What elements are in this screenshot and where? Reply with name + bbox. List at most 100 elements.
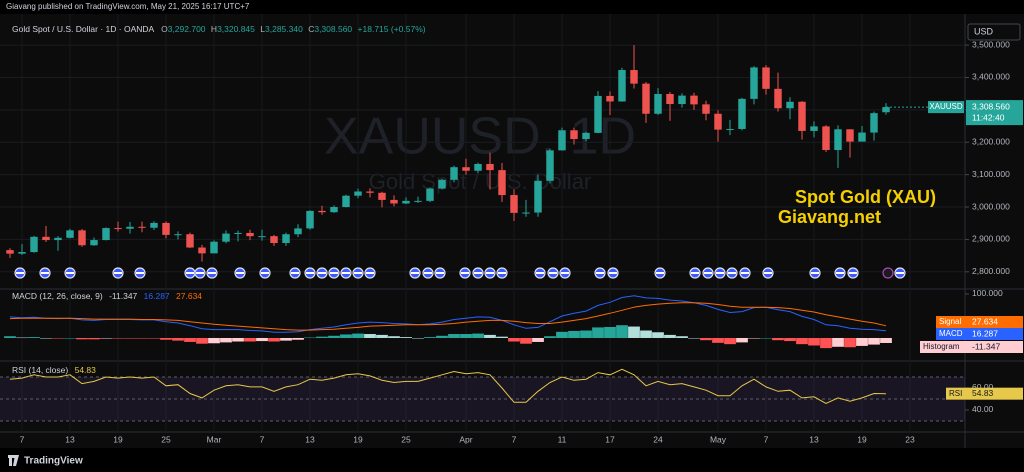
candle-body <box>726 128 734 130</box>
legend-value-box <box>966 328 1023 340</box>
candle-body <box>426 188 434 201</box>
candle-body <box>546 150 554 181</box>
candle-body <box>54 237 62 241</box>
histogram-bar <box>520 337 532 344</box>
ohlc-key: L <box>260 24 265 34</box>
price-tag-label: 3,308.560 <box>972 101 1010 111</box>
histogram-bar <box>496 336 508 338</box>
histogram-bar <box>532 337 544 342</box>
candle-body <box>354 191 362 196</box>
candle-body <box>510 195 518 213</box>
event-icon-stripe <box>66 272 74 274</box>
candle-body <box>870 113 878 133</box>
event-icon-stripe <box>764 272 772 274</box>
histogram-bar <box>508 337 520 342</box>
legend-name-box <box>936 316 966 328</box>
histogram-bar <box>412 337 424 339</box>
candle-body <box>246 232 254 237</box>
watermark-subtitle: Gold Spot / U.S. Dollar <box>369 169 592 194</box>
candle-body <box>294 228 302 235</box>
legend-value-box <box>966 387 1023 400</box>
candle-body <box>222 233 230 242</box>
candle-body <box>762 67 770 89</box>
candle-body <box>306 210 314 229</box>
macd-line <box>9 302 887 331</box>
histogram-bar <box>748 337 760 339</box>
candle-body <box>366 191 374 193</box>
event-icon-stripe <box>896 272 904 274</box>
legend-value-box <box>966 316 1023 328</box>
histogram-bar <box>232 337 244 342</box>
candle-body <box>234 232 242 234</box>
histogram-bar <box>148 337 160 339</box>
histogram-bar <box>136 337 148 339</box>
histogram-bar <box>16 337 28 339</box>
legend-value: 54.83 <box>972 388 994 398</box>
candle-body <box>342 195 350 208</box>
symbol-title: Gold Spot / U.S. Dollar · 1D · OANDA <box>12 24 155 34</box>
candle-body <box>414 200 422 202</box>
legend-name-box <box>936 328 966 340</box>
event-icon-stripe <box>16 272 24 274</box>
candle-body <box>330 207 338 213</box>
histogram-bar <box>628 326 640 338</box>
candle-body <box>858 132 866 142</box>
x-tick-label: 13 <box>65 434 75 444</box>
candle-body <box>462 167 470 171</box>
symbol-tag-label: XAUUSD <box>929 102 963 111</box>
candle-body <box>618 70 626 102</box>
event-icon-stripe <box>136 272 144 274</box>
event-icon-stripe <box>486 272 494 274</box>
histogram-bar <box>544 336 556 338</box>
x-tick-label: Apr <box>459 434 472 444</box>
event-icon-stripe <box>114 272 122 274</box>
histogram-bar <box>712 337 724 343</box>
candle-body <box>102 228 110 241</box>
candle-body <box>210 241 218 254</box>
histogram-bar <box>184 337 196 342</box>
candle-body <box>78 230 86 246</box>
event-icon-stripe <box>609 272 617 274</box>
histogram-bar <box>724 337 736 345</box>
histogram-bar <box>652 332 664 338</box>
histogram-bar <box>160 337 172 340</box>
candle-body <box>666 93 674 105</box>
y-tick-label: 2,800.000 <box>972 266 1010 276</box>
currency[interactable]: USD <box>974 26 994 36</box>
event-icon-stripe <box>306 272 314 274</box>
candle-body <box>474 163 482 171</box>
histogram-bar <box>688 337 700 339</box>
x-tick-label: 19 <box>857 434 867 444</box>
ohlc-value: 3,292.700 <box>168 24 206 34</box>
candle-body <box>822 126 830 151</box>
candle-body <box>750 67 758 99</box>
histogram-bar <box>604 326 616 338</box>
histogram-bar <box>376 334 388 338</box>
histogram-bar <box>484 334 496 338</box>
candle-body <box>282 234 290 243</box>
x-tick-label: 7 <box>512 434 517 444</box>
legend-name: Histogram <box>923 342 960 351</box>
histogram-bar <box>268 337 280 342</box>
rsi-legend: RSI (14, close) 54.83 <box>12 365 96 375</box>
event-icon-stripe <box>716 272 724 274</box>
histogram-bar <box>736 337 748 343</box>
candle-body <box>402 200 410 204</box>
event-icon-stripe <box>811 272 819 274</box>
histogram-bar <box>244 337 256 342</box>
event-icon-stripe <box>366 272 374 274</box>
legend-value: 16.287 <box>972 328 998 338</box>
histogram-bar <box>880 337 892 343</box>
histogram-bar <box>172 337 184 341</box>
histogram-bar <box>856 337 868 346</box>
currency-box[interactable] <box>967 23 1021 41</box>
rsi-value: 54.83 <box>75 365 97 375</box>
histogram-bar <box>40 337 52 339</box>
candle-body <box>582 132 590 140</box>
event-icon-stripe <box>498 272 506 274</box>
annotation: Spot Gold (XAU) <box>795 187 936 207</box>
event-icon-stripe <box>656 272 664 274</box>
x-tick-label: 19 <box>113 434 123 444</box>
candle-body <box>594 95 602 133</box>
